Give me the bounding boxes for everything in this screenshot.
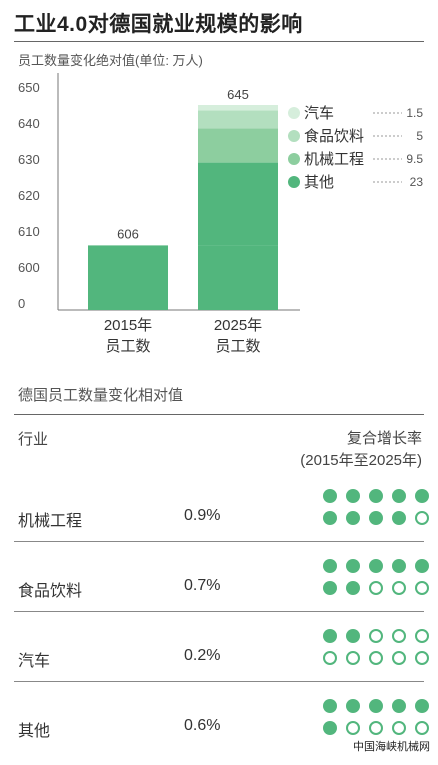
row-industry-name: 机械工程 bbox=[18, 513, 83, 530]
rating-dot-filled bbox=[369, 511, 383, 525]
rating-dot-filled bbox=[346, 489, 360, 503]
page-title: 工业4.0对德国就业规模的影响 bbox=[14, 13, 303, 36]
rating-dot-empty bbox=[415, 629, 429, 643]
row-industry-name: 其他 bbox=[18, 723, 51, 740]
y-tick-label: 620 bbox=[18, 188, 40, 203]
rating-dot-filled bbox=[346, 511, 360, 525]
rating-dot-filled bbox=[323, 581, 337, 595]
rating-dot-filled bbox=[392, 699, 406, 713]
rating-dot-filled bbox=[346, 581, 360, 595]
table-row: 其他 0.6% bbox=[0, 695, 438, 765]
rating-dot-filled bbox=[346, 699, 360, 713]
column-header-rate-line2: (2015年至2025年) bbox=[300, 452, 422, 469]
bar-2025-value-label: 645 bbox=[227, 87, 249, 102]
legend-value: 5 bbox=[416, 129, 423, 143]
rating-dot-filled bbox=[346, 629, 360, 643]
legend-label: 其他 bbox=[304, 174, 334, 191]
chart-subtitle: 员工数量变化绝对值(单位: 万人) bbox=[18, 53, 203, 68]
legend-label: 汽车 bbox=[304, 105, 334, 122]
rating-dot-filled bbox=[323, 629, 337, 643]
row-divider bbox=[14, 611, 424, 612]
y-tick-label: 600 bbox=[18, 260, 40, 275]
bar-2025-base bbox=[198, 245, 278, 310]
bar-2015 bbox=[88, 245, 168, 310]
legend-label: 机械工程 bbox=[304, 151, 364, 168]
table-row: 机械工程 0.9% bbox=[0, 485, 438, 555]
rating-dot-empty bbox=[369, 581, 383, 595]
legend-label: 食品饮料 bbox=[304, 128, 364, 145]
y-tick-label: 610 bbox=[18, 224, 40, 239]
rating-dot-filled bbox=[369, 559, 383, 573]
table-top-divider bbox=[14, 414, 424, 415]
column-header-rate-line1: 复合增长率 bbox=[346, 430, 422, 447]
legend-value: 23 bbox=[410, 175, 424, 189]
rating-dot-empty bbox=[323, 651, 337, 665]
rating-dot-empty bbox=[415, 581, 429, 595]
column-header-rate: 复合增长率 (2015年至2025年) bbox=[300, 428, 422, 472]
x-category-label: 2025年 bbox=[214, 317, 262, 334]
rating-dot-filled bbox=[392, 559, 406, 573]
rating-dot-empty bbox=[369, 651, 383, 665]
row-industry-name: 汽车 bbox=[18, 653, 51, 670]
rating-dot-empty bbox=[392, 721, 406, 735]
row-divider bbox=[14, 681, 424, 682]
y-tick-label: 0 bbox=[18, 296, 25, 311]
row-divider bbox=[14, 541, 424, 542]
table-row: 食品饮料 0.7% bbox=[0, 555, 438, 625]
rating-dot-filled bbox=[323, 721, 337, 735]
row-growth-rate: 0.9% bbox=[184, 507, 221, 524]
watermark-text: 中国海峡机械网 bbox=[353, 740, 430, 753]
rating-dot-empty bbox=[369, 629, 383, 643]
rating-dot-empty bbox=[415, 721, 429, 735]
rating-dot-filled bbox=[323, 489, 337, 503]
rating-dot-empty bbox=[392, 629, 406, 643]
rating-dot-filled bbox=[323, 511, 337, 525]
legend-value: 1.5 bbox=[406, 106, 423, 120]
rating-dot-empty bbox=[346, 651, 360, 665]
legend-value: 9.5 bbox=[406, 152, 423, 166]
row-growth-rate: 0.7% bbox=[184, 577, 221, 594]
legend-swatch bbox=[288, 153, 300, 165]
row-growth-rate: 0.2% bbox=[184, 647, 221, 664]
rating-dot-filled bbox=[369, 699, 383, 713]
row-industry-name: 食品饮料 bbox=[18, 583, 83, 600]
title-divider bbox=[14, 41, 424, 42]
y-tick-label: 640 bbox=[18, 116, 40, 131]
table-section-title: 德国员工数量变化相对值 bbox=[18, 387, 184, 404]
rating-dot-empty bbox=[369, 721, 383, 735]
bar-2025-segment-4 bbox=[198, 105, 278, 111]
rating-dot-filled bbox=[392, 511, 406, 525]
rating-dot-filled bbox=[415, 489, 429, 503]
rating-dot-empty bbox=[392, 651, 406, 665]
bar-2025-segment-2 bbox=[198, 128, 278, 163]
row-growth-rate: 0.6% bbox=[184, 717, 221, 734]
rating-dot-filled bbox=[392, 489, 406, 503]
bar-2025-segment-3 bbox=[198, 110, 278, 129]
bar-2025-segment-1 bbox=[198, 162, 278, 246]
x-category-label: 2015年 bbox=[104, 317, 152, 334]
column-header-industry: 行业 bbox=[18, 431, 49, 448]
legend-swatch bbox=[288, 107, 300, 119]
rating-dot-filled bbox=[323, 699, 337, 713]
rating-dot-filled bbox=[415, 699, 429, 713]
x-category-label: 员工数 bbox=[105, 338, 150, 355]
rating-dot-filled bbox=[415, 559, 429, 573]
y-tick-label: 630 bbox=[18, 152, 40, 167]
rating-dot-filled bbox=[323, 559, 337, 573]
rating-dot-filled bbox=[369, 489, 383, 503]
rating-dot-empty bbox=[392, 581, 406, 595]
legend-swatch bbox=[288, 130, 300, 142]
y-tick-label: 650 bbox=[18, 80, 40, 95]
rating-dot-empty bbox=[415, 511, 429, 525]
legend-swatch bbox=[288, 176, 300, 188]
bar-2015-value-label: 606 bbox=[117, 226, 139, 241]
rating-dot-filled bbox=[346, 559, 360, 573]
rating-dot-empty bbox=[415, 651, 429, 665]
rating-dot-empty bbox=[346, 721, 360, 735]
x-category-label: 员工数 bbox=[215, 338, 260, 355]
table-row: 汽车 0.2% bbox=[0, 625, 438, 695]
